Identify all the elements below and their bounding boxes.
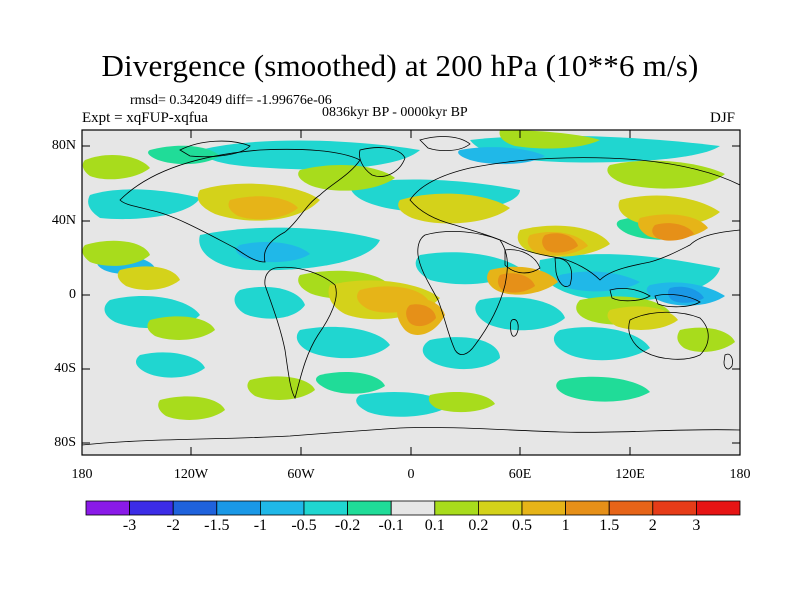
lat-label-40n: 40N xyxy=(51,213,76,228)
lon-label-180e: 180 xyxy=(729,467,751,482)
lon-label-180w: 180 xyxy=(71,467,93,482)
colorbar-swatch xyxy=(85,500,130,516)
colorbar-swatch xyxy=(390,500,436,516)
colorbar-label: 0.1 xyxy=(424,517,445,534)
colorbar-label: 1.5 xyxy=(599,517,620,534)
colorbar-swatch xyxy=(521,500,566,516)
experiment-label: Expt = xqFUP-xqfua xyxy=(82,110,208,126)
lat-label-80s: 80S xyxy=(54,435,76,450)
colorbar-swatch xyxy=(696,500,741,516)
lon-label-120w: 120W xyxy=(173,467,209,482)
coastlines xyxy=(82,136,740,446)
lon-label-0: 0 xyxy=(407,467,415,482)
peak-divergence-regions xyxy=(406,223,694,327)
deep-convergence-regions xyxy=(667,286,704,303)
colorbar-label: 0.2 xyxy=(468,517,489,534)
divergence-field xyxy=(82,130,740,455)
lat-label-40s: 40S xyxy=(54,361,76,376)
colorbar-swatch xyxy=(477,500,523,516)
colorbar-swatch xyxy=(259,500,305,516)
lon-label-120e: 120E xyxy=(615,467,645,482)
colorbar-swatch xyxy=(129,500,174,516)
colorbar-label: -0.5 xyxy=(291,517,317,534)
colorbar-label: -0.1 xyxy=(378,517,404,534)
axis-ticks xyxy=(82,130,740,455)
colorbar-label: -3 xyxy=(122,517,137,534)
colorbar-label: -1 xyxy=(253,517,268,534)
colorbar-swatch xyxy=(608,500,654,516)
lat-label-80n: 80N xyxy=(51,138,76,153)
colorbar-label: -1.5 xyxy=(204,517,230,534)
colorbar-swatch xyxy=(303,500,348,516)
lon-label-60e: 60E xyxy=(508,467,532,482)
colorbar-label: -2 xyxy=(166,517,180,534)
colorbar-swatch xyxy=(172,500,218,516)
colorbar-label: -0.2 xyxy=(334,517,361,534)
lat-label-0: 0 xyxy=(69,287,76,302)
colorbar xyxy=(85,500,741,516)
plot-title: Divergence (smoothed) at 200 hPa (10**6 … xyxy=(101,48,699,83)
colorbar-swatch xyxy=(652,500,697,516)
colorbar-swatch xyxy=(216,500,261,516)
period-label: 0836kyr BP - 0000kyr BP xyxy=(322,105,468,120)
lon-label-60w: 60W xyxy=(287,467,315,482)
colorbar-label: 0.5 xyxy=(512,517,532,534)
colorbar-label: 3 xyxy=(692,517,701,534)
colorbar-label: 2 xyxy=(648,517,657,534)
colorbar-swatch xyxy=(434,500,479,516)
colorbar-swatch xyxy=(565,500,610,516)
colorbar-swatch xyxy=(347,500,392,516)
rmsd-stats: rmsd= 0.342049 diff= -1.99676e-06 xyxy=(130,93,332,108)
colorbar-label: 1 xyxy=(561,517,570,534)
season-label: DJF xyxy=(710,110,736,126)
